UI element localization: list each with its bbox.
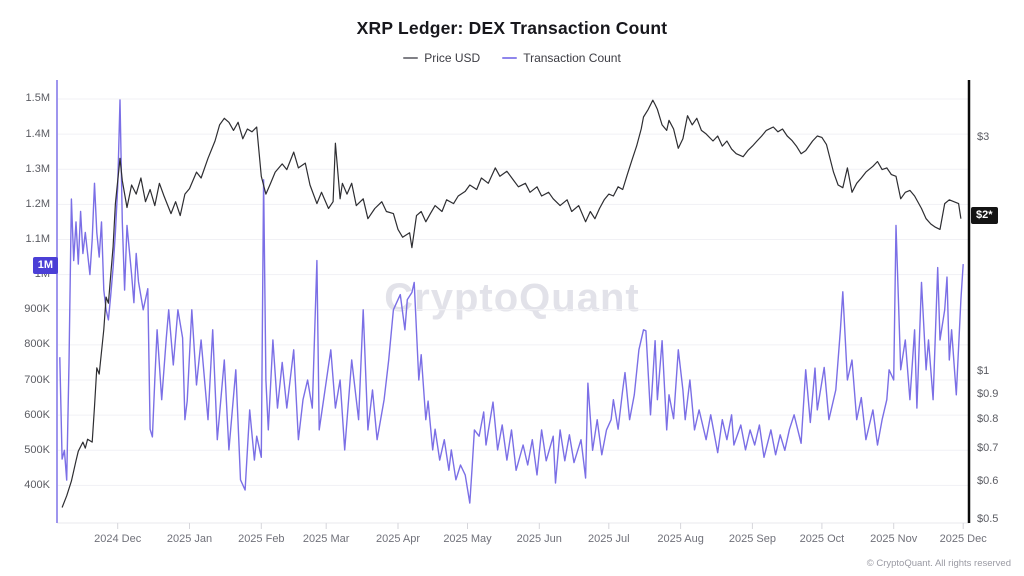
legend-label-price-usd: Price USD <box>424 51 481 65</box>
legend-label-transaction-count: Transaction Count <box>523 51 621 65</box>
x-axis-label: 2025 Oct <box>799 533 845 545</box>
watermark: CryptoQuant <box>384 276 640 320</box>
y-axis-left-label: 900K <box>24 303 50 316</box>
legend-item-transaction-count[interactable]: Transaction Count <box>502 51 621 65</box>
y-axis-right-label: $0.6 <box>977 474 999 487</box>
x-axis-label: 2025 Aug <box>657 533 704 545</box>
copyright-notice: © CryptoQuant. All rights reserved <box>866 558 1011 569</box>
y-axis-left-label: 400K <box>24 478 50 491</box>
x-axis-label: 2024 Dec <box>94 533 142 545</box>
y-axis-right-label: $0.8 <box>977 413 999 426</box>
x-axis-label: 2025 Jan <box>166 533 213 545</box>
y-axis-left-label: 1.4M <box>25 127 50 140</box>
x-axis-label: 2025 Nov <box>870 533 918 545</box>
y-axis-left-label: 800K <box>24 338 50 351</box>
price-current-value-badge: $2* <box>971 207 998 225</box>
y-axis-left-label: 700K <box>24 373 50 386</box>
transaction-count-line <box>59 99 964 504</box>
x-axis-label: 2025 Apr <box>375 533 421 545</box>
x-axis-label: 2025 Sep <box>728 533 776 545</box>
y-axis-left-label: 1.1M <box>25 232 50 245</box>
y-axis-left-label: 500K <box>24 443 50 456</box>
x-axis-label: 2025 Mar <box>302 533 350 545</box>
x-axis-label: 2025 Jun <box>516 533 562 545</box>
chart-title: XRP Ledger: DEX Transaction Count <box>356 18 668 38</box>
tx-count-line-swatch-icon <box>502 57 518 59</box>
price-usd-line <box>61 99 962 508</box>
y-axis-left-label: 600K <box>24 408 50 421</box>
y-axis-right-label: $1 <box>977 365 990 378</box>
y-axis-left-label: 1.2M <box>25 197 50 210</box>
y-axis-right-label: $0.5 <box>977 513 999 526</box>
x-axis-label: 2025 Jul <box>587 533 630 545</box>
x-axis-label: 2025 Feb <box>238 533 285 545</box>
y-axis-left-label: 1.5M <box>25 92 50 105</box>
x-axis-label: 2025 May <box>443 533 492 545</box>
y-axis-right-label: $3 <box>977 130 990 143</box>
x-axis-label: 2025 Dec <box>939 533 987 545</box>
price-line-swatch-icon <box>403 57 419 59</box>
tx-count-current-value-badge: 1M <box>32 257 58 275</box>
legend-item-price-usd[interactable]: Price USD <box>403 51 480 65</box>
legend: Price USD Transaction Count <box>0 51 1024 65</box>
y-axis-left-label: 1.3M <box>25 162 50 175</box>
y-axis-right-label: $0.7 <box>977 441 999 454</box>
y-axis-right-label: $0.9 <box>977 387 999 400</box>
